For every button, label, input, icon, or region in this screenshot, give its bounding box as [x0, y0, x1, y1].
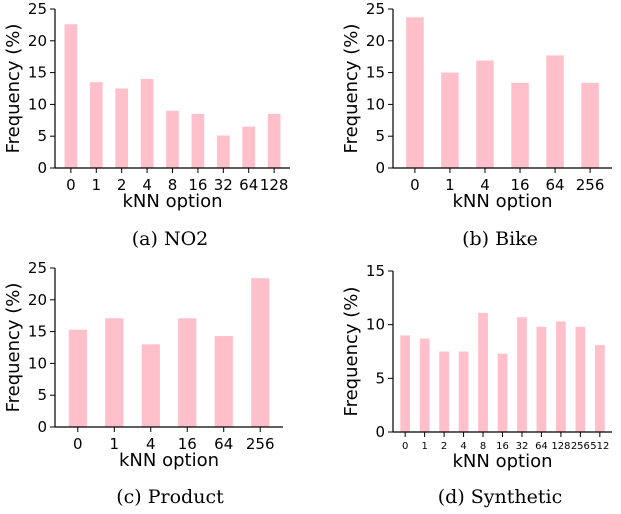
x-tick-label: 256 — [246, 435, 275, 453]
x-tick-label: 1 — [421, 441, 427, 452]
x-axis-label: kNN option — [119, 450, 219, 471]
x-tick-label: 0 — [66, 176, 76, 194]
bar-2 — [439, 351, 449, 432]
y-tick-label: 25 — [366, 0, 385, 18]
bar-0 — [400, 335, 411, 432]
y-axis-label: Frequency (%) — [3, 24, 24, 154]
bar-0 — [64, 24, 78, 169]
x-tick-label: 8 — [168, 176, 178, 194]
bar-0 — [406, 17, 424, 168]
x-tick-label: 64 — [535, 441, 548, 452]
y-axis-label: Frequency (%) — [341, 287, 362, 417]
bar-16 — [178, 318, 197, 427]
bar-256 — [251, 278, 270, 427]
bar-256 — [575, 326, 586, 432]
x-tick-label: 4 — [480, 176, 490, 194]
x-tick-label: 64 — [214, 435, 233, 453]
bar-2 — [115, 88, 129, 168]
x-tick-label: 512 — [590, 441, 609, 452]
bar-4 — [476, 60, 494, 168]
x-tick-label: 16 — [178, 435, 197, 453]
bar-512 — [594, 345, 605, 432]
bar-4 — [458, 351, 469, 432]
y-tick-label: 10 — [28, 354, 47, 372]
x-tick-label: 0 — [410, 176, 420, 194]
x-tick-label: 0 — [73, 435, 83, 453]
bar-16 — [497, 353, 508, 432]
x-tick-label: 32 — [516, 441, 529, 452]
x-tick-label: 256 — [571, 441, 590, 452]
x-tick-label: 1 — [110, 435, 120, 453]
x-tick-label: 256 — [576, 176, 605, 194]
bar-16 — [511, 82, 529, 168]
bar-4 — [140, 78, 154, 168]
subfigure-caption: (a) NO2 — [132, 228, 208, 250]
y-tick-label: 15 — [28, 323, 47, 341]
x-tick-label: 32 — [214, 176, 233, 194]
x-tick-label: 4 — [460, 441, 466, 452]
y-tick-label: 10 — [366, 316, 385, 334]
y-tick-label: 10 — [28, 95, 47, 113]
x-tick-label: 16 — [510, 176, 529, 194]
y-tick-label: 5 — [37, 127, 47, 145]
y-tick-label: 20 — [366, 32, 385, 50]
bar-4 — [141, 344, 160, 427]
y-tick-label: 15 — [366, 64, 385, 82]
y-axis-label: Frequency (%) — [3, 283, 24, 413]
bar-128 — [267, 113, 281, 168]
bar-0 — [68, 329, 87, 427]
bar-32 — [216, 135, 230, 168]
y-tick-label: 0 — [375, 423, 385, 441]
y-tick-label: 20 — [28, 32, 47, 50]
bar-128 — [556, 321, 566, 432]
y-tick-label: 15 — [28, 64, 47, 82]
x-tick-label: 4 — [142, 176, 152, 194]
x-axis-label: kNN option — [453, 191, 553, 212]
y-tick-label: 25 — [28, 0, 47, 18]
bar-1 — [441, 72, 459, 168]
y-tick-label: 10 — [366, 95, 385, 113]
y-tick-label: 20 — [28, 291, 47, 309]
x-tick-label: 1 — [445, 176, 455, 194]
y-tick-label: 5 — [375, 369, 385, 387]
bar-1 — [419, 338, 430, 432]
subfigure-caption: (b) Bike — [462, 228, 538, 250]
y-tick-label: 0 — [37, 159, 47, 177]
x-tick-label: 64 — [239, 176, 258, 194]
bar-64 — [546, 55, 564, 168]
y-axis-label: Frequency (%) — [341, 24, 362, 154]
x-tick-label: 128 — [551, 441, 570, 452]
x-tick-label: 128 — [260, 176, 289, 194]
y-tick-label: 15 — [366, 262, 385, 280]
y-tick-label: 5 — [37, 386, 47, 404]
x-tick-label: 16 — [188, 176, 207, 194]
x-tick-label: 0 — [402, 441, 408, 452]
bar-64 — [242, 126, 256, 168]
x-axis-label: kNN option — [123, 191, 223, 212]
y-tick-label: 0 — [375, 159, 385, 177]
bar-1 — [89, 82, 103, 168]
x-axis-label: kNN option — [453, 451, 553, 472]
bar-64 — [214, 336, 233, 427]
x-tick-label: 2 — [441, 441, 447, 452]
subfigure-caption: (c) Product — [116, 486, 224, 508]
bar-32 — [517, 317, 527, 432]
x-tick-label: 16 — [496, 441, 509, 452]
bar-1 — [105, 318, 124, 427]
bar-256 — [581, 82, 599, 168]
subfigure-caption: (d) Synthetic — [438, 486, 562, 508]
x-tick-label: 2 — [117, 176, 127, 194]
y-tick-label: 5 — [375, 127, 385, 145]
y-tick-label: 25 — [28, 259, 47, 277]
x-tick-label: 8 — [480, 441, 486, 452]
x-tick-label: 64 — [546, 176, 565, 194]
bar-16 — [191, 113, 205, 168]
bar-64 — [536, 326, 547, 432]
bar-8 — [166, 110, 179, 168]
y-tick-label: 0 — [37, 418, 47, 436]
x-tick-label: 4 — [146, 435, 156, 453]
x-tick-label: 1 — [92, 176, 102, 194]
bar-8 — [478, 312, 488, 432]
